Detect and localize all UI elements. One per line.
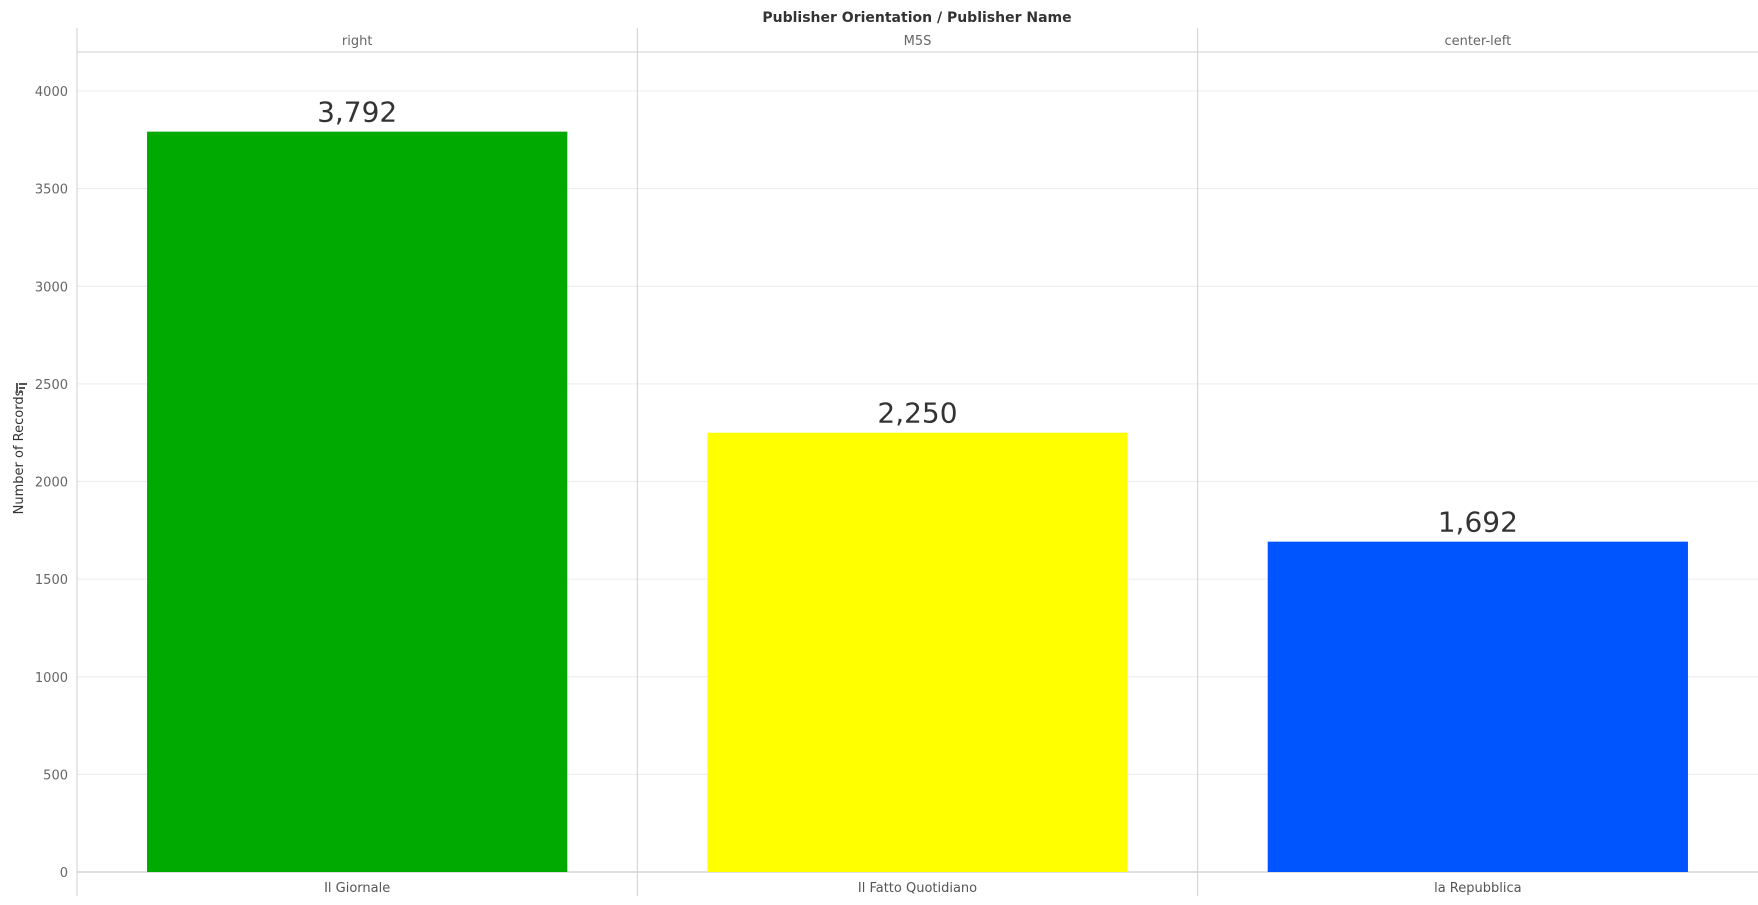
category-label: Il Fatto Quotidiano bbox=[858, 881, 977, 896]
bar[interactable] bbox=[147, 131, 568, 872]
y-tick-label: 2000 bbox=[35, 476, 68, 491]
y-tick-label: 3000 bbox=[35, 280, 68, 295]
bar[interactable] bbox=[707, 432, 1128, 872]
bar[interactable] bbox=[1267, 541, 1688, 872]
chart-header-title: Publisher Orientation / Publisher Name bbox=[762, 10, 1071, 26]
data-label: 1,692 bbox=[1438, 506, 1518, 539]
y-tick-label: 2500 bbox=[35, 378, 68, 393]
y-axis-title: Number of Records bbox=[12, 389, 27, 514]
y-axis-ticks: 0 500 1000 1500 2000 2500 3000 3500 4000 bbox=[35, 85, 68, 881]
category-label: Il Giornale bbox=[324, 881, 390, 896]
pane-header-label: M5S bbox=[904, 34, 932, 49]
category-labels: Il Giornale Il Fatto Quotidiano la Repubbl… bbox=[324, 881, 1521, 896]
data-label: 2,250 bbox=[877, 397, 957, 430]
pane-headers: right M5S center-left bbox=[342, 34, 1511, 49]
y-tick-label: 3500 bbox=[35, 183, 68, 198]
sort-icon[interactable] bbox=[16, 383, 27, 393]
data-label: 3,792 bbox=[317, 96, 397, 129]
y-tick-label: 4000 bbox=[35, 85, 68, 100]
y-tick-label: 1000 bbox=[35, 671, 68, 686]
bars bbox=[147, 131, 1688, 872]
data-labels: 3,792 2,250 1,692 bbox=[317, 96, 1518, 539]
y-tick-label: 0 bbox=[60, 866, 68, 881]
y-tick-label: 1500 bbox=[35, 573, 68, 588]
category-label: la Repubblica bbox=[1434, 881, 1522, 896]
pane-header-label: center-left bbox=[1444, 34, 1511, 49]
pane-header-label: right bbox=[342, 34, 373, 49]
y-tick-label: 500 bbox=[43, 768, 68, 783]
